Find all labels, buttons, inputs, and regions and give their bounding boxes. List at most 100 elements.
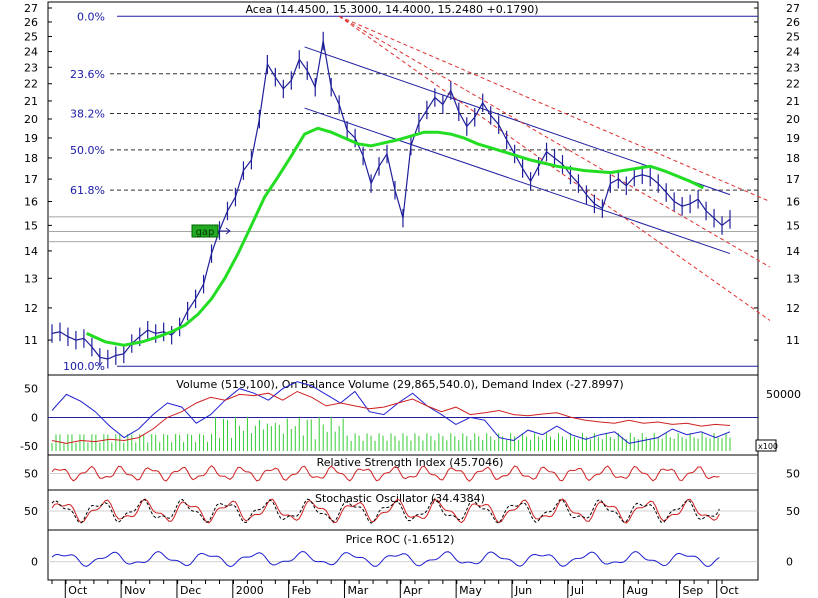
price-tick-right: 20 <box>786 113 800 126</box>
month-label: May <box>459 584 482 597</box>
stochastic-tick: 50 <box>24 505 38 518</box>
roc-tick: 0 <box>31 556 38 569</box>
rsi-tick-right: 50 <box>786 468 800 481</box>
channel-line <box>304 107 731 255</box>
fan-lines <box>338 15 771 321</box>
price-tick-right: 12 <box>786 302 800 315</box>
price-tick-right: 15 <box>786 219 800 232</box>
price-tick-right: 16 <box>786 196 800 209</box>
month-label: Mar <box>347 584 368 597</box>
price-tick-left: 23 <box>24 61 38 74</box>
fan-line <box>338 15 771 268</box>
stochastic-lines <box>51 498 720 524</box>
price-tick-right: 19 <box>786 132 800 145</box>
price-tick-left: 26 <box>24 16 38 29</box>
price-tick-left: 21 <box>24 95 38 108</box>
price-tick-left: 27 <box>24 2 38 15</box>
multiplier-box <box>755 439 777 452</box>
price-series <box>51 31 731 369</box>
price-tick-left: 13 <box>24 272 38 285</box>
price-tick-left: 12 <box>24 302 38 315</box>
price-tick-left: 20 <box>24 113 38 126</box>
fan-line <box>338 15 771 321</box>
stochastic-line <box>51 498 720 524</box>
volume-indicator-lines <box>51 381 731 444</box>
price-title: Acea (14.4500, 15.3000, 14.4000, 15.2480… <box>245 3 538 16</box>
price-tick-right: 14 <box>786 245 800 258</box>
rsi-title: Relative Strength Index (45.7046) <box>317 456 504 469</box>
panel-frames <box>47 1 759 581</box>
panel-frame <box>47 529 759 581</box>
fib-label: 0.0% <box>77 10 105 23</box>
roc-tick-right: 0 <box>786 556 793 569</box>
month-label: Aug <box>627 584 648 597</box>
fib-label: 100.0% <box>63 360 105 373</box>
stochastic-tick-right: 50 <box>786 505 800 518</box>
stochastic-y-axis: 50 50 <box>24 505 800 518</box>
rsi-line <box>51 465 720 482</box>
roc-line <box>51 550 720 568</box>
month-label: Jul <box>570 584 584 597</box>
price-y-axis: 11 11 12 12 13 13 14 14 15 15 16 16 17 17 18 18 19 19 20 20… <box>24 2 800 347</box>
volume-bars <box>51 417 731 451</box>
fib-label: 61.8% <box>70 184 105 197</box>
price-tick-right: 17 <box>786 173 800 186</box>
price-tick-left: 25 <box>24 30 38 43</box>
price-tick-right: 24 <box>786 46 800 59</box>
month-label: 2000 <box>236 584 264 597</box>
price-tick-right: 27 <box>786 2 800 15</box>
price-tick-right: 18 <box>786 152 800 165</box>
month-label: Sep <box>682 584 703 597</box>
price-tick-right: 13 <box>786 272 800 285</box>
price-tick-left: 24 <box>24 46 38 59</box>
roc-line <box>51 550 720 568</box>
stochastic-title: Stochastic Oscillator (34.4384) <box>315 492 485 505</box>
price-tick-right: 21 <box>786 95 800 108</box>
price-tick-right: 22 <box>786 78 800 91</box>
fib-label: 38.2% <box>70 107 105 120</box>
stochastic-line <box>51 498 720 524</box>
moving-average-series <box>85 126 705 347</box>
moving-average-line <box>85 126 705 347</box>
gap-label: gap <box>196 227 215 238</box>
price-tick-right: 26 <box>786 16 800 29</box>
time-axis: Oct Nov Dec 2000 Feb Mar Apr May Jun Jul Aug Sep Oct <box>51 580 740 598</box>
fib-label: 50.0% <box>70 144 105 157</box>
price-tick-left: 16 <box>24 196 38 209</box>
volume-title: Volume (519,100), On Balance Volume (29,… <box>176 378 623 391</box>
month-label: Apr <box>403 584 423 597</box>
price-tick-right: 23 <box>786 61 800 74</box>
fib-label: 23.6% <box>70 68 105 81</box>
price-tick-left: 15 <box>24 219 38 232</box>
multiplier-label: x100 <box>758 442 778 451</box>
price-tick-right: 25 <box>786 30 800 43</box>
demand-index-line <box>51 390 731 444</box>
price-line <box>51 40 731 360</box>
price-tick-left: 11 <box>24 334 38 347</box>
month-label: Jun <box>514 584 532 597</box>
gap-annotation: gap <box>191 224 231 238</box>
price-tick-left: 18 <box>24 152 38 165</box>
volume-y-axis: 50 0 -50 <box>20 383 758 453</box>
month-label: Dec <box>180 584 201 597</box>
rsi-line <box>51 465 720 482</box>
month-label: Nov <box>124 584 146 597</box>
volume-tick: 50 <box>24 383 38 396</box>
price-tick-left: 17 <box>24 173 38 186</box>
obv-line <box>51 381 731 444</box>
month-label: Oct <box>720 584 740 597</box>
volume-tick: 0 <box>31 411 38 424</box>
volume-tick: -50 <box>20 440 38 453</box>
price-tick-left: 14 <box>24 245 38 258</box>
volume-panel: Volume (519,100), On Balance Volume (29,… <box>20 378 801 453</box>
rsi-tick: 50 <box>24 468 38 481</box>
volume-right-tick: 50000 <box>766 388 801 401</box>
price-tick-left: 22 <box>24 78 38 91</box>
price-tick-right: 11 <box>786 334 800 347</box>
rsi-y-axis: 50 50 <box>24 468 800 481</box>
month-label: Feb <box>292 584 311 597</box>
